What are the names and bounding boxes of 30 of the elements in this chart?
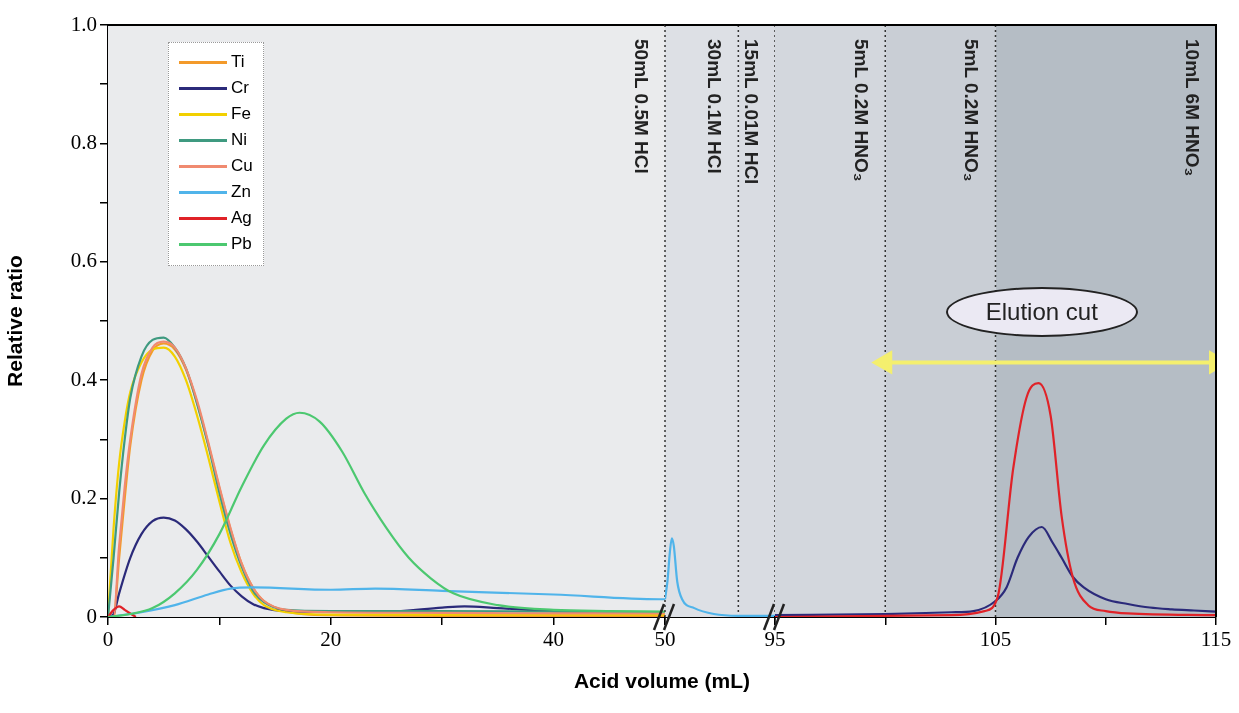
y-axis-title: Relative ratio	[3, 255, 27, 387]
y-tick-label: 0.2	[70, 485, 97, 510]
x-tick-label: 40	[543, 627, 565, 652]
y-tick-label: 0.4	[70, 366, 98, 391]
band-label: 50mL 0.5M HCl	[630, 39, 652, 174]
y-tick-label: 0	[86, 603, 97, 628]
x-axis-title: Acid volume (mL)	[573, 669, 751, 693]
x-tick-label: 105	[979, 627, 1012, 652]
band-label: 5mL 0.2M HNO₃	[961, 39, 983, 182]
annotation: Elution cut	[985, 298, 1098, 327]
legend-label: Cu	[231, 156, 253, 176]
legend-label: Zn	[231, 182, 251, 202]
legend-label: Ag	[231, 208, 252, 228]
legend-label: Ni	[231, 130, 248, 150]
band-label: 10mL 6M HNO₃	[1181, 39, 1203, 177]
legend-label: Ti	[231, 52, 245, 72]
legend-label: Fe	[231, 104, 251, 124]
legend-label: Pb	[231, 234, 252, 254]
x-tick-label: 0	[102, 627, 114, 652]
y-tick-label: 0.8	[70, 129, 97, 154]
x-tick-label: 20	[320, 627, 342, 652]
x-tick-label: 115	[1200, 627, 1232, 652]
y-tick-label: 0.6	[70, 248, 97, 273]
x-tick-label: 50	[654, 627, 676, 652]
legend-label: Cr	[231, 78, 249, 98]
band-label: 30mL 0.1M HCl	[704, 39, 726, 174]
y-tick-label: 1.0	[70, 11, 97, 36]
band-label: 15mL 0.01M HCl	[740, 39, 762, 185]
band-label: 5mL 0.2M HNO₃	[851, 39, 873, 182]
x-tick-label: 95	[764, 627, 786, 652]
